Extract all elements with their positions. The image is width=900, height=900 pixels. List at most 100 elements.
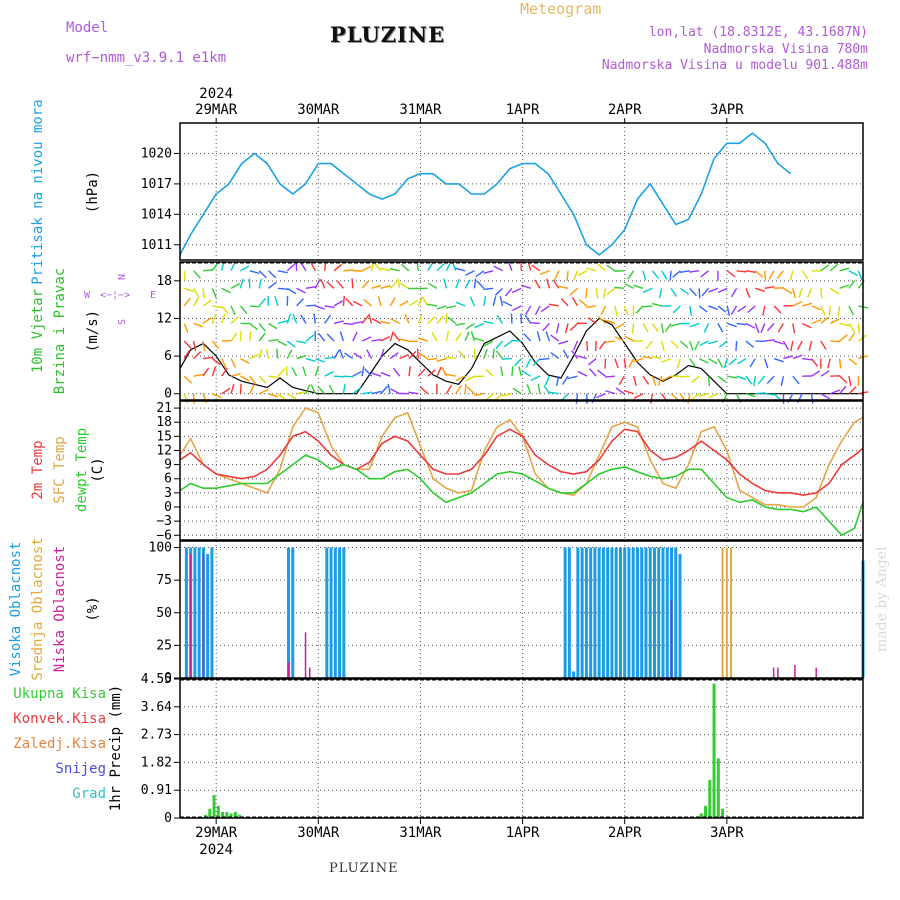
wind-vector [324, 371, 334, 377]
wind-vector [525, 358, 532, 368]
wind-vector [773, 340, 784, 345]
wind-vector [302, 366, 307, 377]
wind-vector [183, 375, 192, 384]
wind-vector [380, 385, 389, 395]
wind-vector [848, 279, 856, 289]
wind-vector [614, 336, 625, 342]
precip-legend-item: Ukupna Kisa [13, 686, 106, 702]
wind-vector [848, 305, 854, 316]
wind-vector [820, 264, 830, 272]
wind-vector [718, 340, 728, 348]
wind-vector [317, 332, 326, 342]
wind-vector [745, 288, 751, 298]
wind-vector [651, 323, 659, 333]
wind-vector [745, 322, 756, 329]
wind-vector [539, 357, 550, 361]
wind-vector [211, 340, 220, 350]
y-tick-label: −6 [156, 528, 172, 543]
wind-vector [305, 357, 316, 362]
wind-vector [339, 349, 345, 359]
wind-vector [464, 279, 471, 289]
wind-vector [240, 265, 250, 272]
wind-vector [221, 367, 228, 377]
bar-precip [704, 805, 708, 818]
precip-legend-item: Grad [72, 786, 106, 802]
wind-vector [239, 383, 242, 394]
bar-clouds [601, 547, 605, 678]
wind-vector [586, 340, 589, 352]
wind-vector [400, 263, 410, 272]
precip-legend-item: Zaledj.Kisa [13, 736, 106, 752]
wind-vector [577, 370, 588, 377]
wind-vector [353, 352, 363, 360]
wind-vector [700, 270, 709, 278]
wind-vector [427, 303, 438, 307]
wind-vector [727, 375, 738, 379]
wind-vector [534, 279, 541, 289]
wind-vector [249, 331, 252, 342]
top-date-label: 31MAR [399, 102, 442, 118]
wind-vector [334, 375, 345, 378]
wind-vector [548, 391, 559, 395]
bar-precip [712, 683, 716, 818]
wind-vector [366, 349, 373, 359]
wind-vector [830, 340, 841, 343]
y-tick-label: −3 [156, 514, 172, 529]
wind-vector [258, 323, 266, 332]
wind-vector [419, 386, 429, 395]
wind-vector [494, 287, 504, 296]
wind-vector [525, 305, 532, 315]
y-tick-label: 0.91 [141, 783, 172, 798]
wind-vector [661, 323, 664, 334]
bar-clouds [325, 547, 329, 678]
wind-vector [691, 375, 700, 384]
wind-vector [211, 366, 217, 377]
wind-vector [276, 348, 279, 359]
wind-vector [698, 357, 709, 364]
bar-clouds [567, 547, 571, 678]
wind-vector [431, 332, 438, 342]
wind-vector [802, 357, 813, 361]
wind-vector [514, 358, 522, 367]
wind-vector [820, 393, 830, 400]
bar-precip [233, 811, 237, 818]
wind-vector [571, 296, 579, 307]
bar-clouds [589, 547, 593, 678]
wind-vector [587, 358, 597, 366]
wind-vector [723, 358, 728, 369]
wind-vector [389, 280, 398, 289]
wind-vector [735, 340, 738, 352]
wind-vector [561, 375, 569, 385]
wind-vector [605, 390, 616, 395]
wind-vector [829, 287, 839, 295]
wind-vector [483, 348, 488, 359]
wind-vector [689, 270, 700, 273]
wind-vector [753, 376, 757, 387]
wind-vector [820, 340, 827, 350]
bar-clouds [777, 667, 779, 678]
wind-vector [532, 358, 541, 367]
wind-vector [399, 300, 409, 307]
y-tick-label: 18 [156, 415, 172, 430]
wind-vector [221, 387, 231, 395]
wind-vector [569, 287, 578, 296]
wind-vector [651, 355, 662, 360]
wind-vector [315, 305, 326, 310]
bar-clouds [678, 554, 682, 678]
wind-vector [389, 268, 400, 272]
bar-clouds [631, 547, 635, 678]
wind-vector [408, 350, 417, 360]
wind-vector [755, 287, 766, 293]
wind-vector [296, 298, 304, 307]
wind-vector [344, 352, 354, 360]
wind-vector [495, 350, 504, 360]
wind-vector [801, 270, 809, 280]
wind-vector [397, 278, 401, 289]
wind-vector [492, 348, 495, 359]
wind-vector [839, 375, 848, 384]
wind-vector [455, 322, 466, 326]
wind-vector [624, 335, 634, 342]
wind-vector [736, 322, 747, 326]
wind-vector [258, 270, 267, 279]
wind-vector [436, 357, 447, 362]
